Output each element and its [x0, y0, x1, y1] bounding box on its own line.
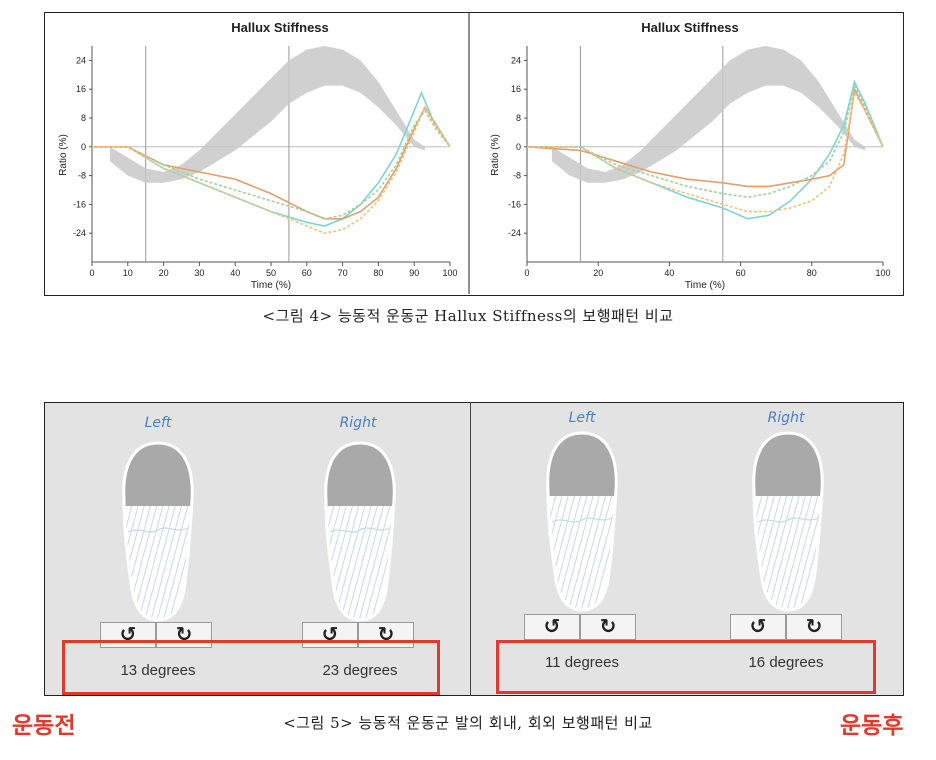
series-line-4: [527, 90, 884, 213]
x-tick-label: 100: [875, 268, 890, 278]
x-tick-label: 90: [409, 268, 419, 278]
panel1-left-label: Left: [144, 415, 172, 431]
figure4-caption: <그림 4> 능동적 운동군 Hallux Stiffness의 보행패턴 비교: [262, 307, 674, 325]
y-tick-label: -24: [73, 228, 86, 238]
x-tick-label: 20: [593, 268, 603, 278]
x-tick-label: 30: [194, 268, 204, 278]
series-line-3: [527, 83, 884, 199]
y-tick-label: -16: [73, 199, 86, 209]
y-tick-label: 0: [516, 142, 521, 152]
panel1-left-degrees: 13 degrees: [120, 662, 196, 679]
y-tick-label: -24: [508, 228, 521, 238]
panel2-left-foot: [542, 430, 622, 612]
y-tick-label: 24: [76, 55, 86, 65]
panel2-left-rotate-ccw-button[interactable]: ↺: [524, 614, 580, 640]
x-tick-label: 40: [664, 268, 674, 278]
after-exercise-label: 운동후: [840, 713, 904, 739]
y-tick-label: 16: [511, 84, 521, 94]
figure5-caption: <그림 5> 능동적 운동군 발의 회내, 회외 보행패턴 비교: [283, 714, 653, 732]
panel1-left-rotate-cw-button[interactable]: ↻: [156, 622, 212, 648]
x-axis-label: Time (%): [251, 280, 291, 291]
x-tick-label: 60: [736, 268, 746, 278]
chart-title: Hallux Stiffness: [231, 20, 329, 35]
x-tick-label: 60: [302, 268, 312, 278]
y-axis-label: Ratio (%): [58, 134, 69, 176]
y-tick-label: 24: [511, 55, 521, 65]
normal-range-band: [551, 46, 866, 183]
x-tick-label: 100: [442, 268, 457, 278]
x-axis-label: Time (%): [685, 280, 725, 291]
before-exercise-label: 운동전: [12, 713, 76, 739]
panel2-right-foot: [748, 430, 828, 612]
x-tick-label: 10: [123, 268, 133, 278]
y-tick-label: -16: [508, 199, 521, 209]
panel2-right-rotate-cw-button[interactable]: ↻: [786, 614, 842, 640]
x-tick-label: 20: [159, 268, 169, 278]
panel2-left-rotate-cw-button[interactable]: ↻: [580, 614, 636, 640]
y-tick-label: 16: [76, 84, 86, 94]
y-tick-label: -8: [78, 171, 86, 181]
panel2-right-rotate-ccw-button[interactable]: ↺: [730, 614, 786, 640]
y-tick-label: 8: [516, 113, 521, 123]
panel1-right-rotate-ccw-button[interactable]: ↺: [302, 622, 358, 648]
hallux-chart-after: Hallux Stiffness Ratio (%) Time (%) 0 20 40 60…: [468, 12, 891, 294]
x-tick-label: 0: [524, 268, 529, 278]
x-tick-label: 0: [89, 268, 94, 278]
figure5-divider: [470, 402, 471, 696]
panel1-right-degrees: 23 degrees: [322, 662, 398, 679]
y-axis-label: Ratio (%): [490, 134, 501, 176]
panel1-left-rotate-ccw-button[interactable]: ↺: [100, 622, 156, 648]
series-line-4: [92, 105, 451, 235]
x-tick-label: 70: [338, 268, 348, 278]
panel2-left-degrees: 11 degrees: [545, 654, 619, 671]
panel2-right-degrees: 16 degrees: [748, 654, 824, 671]
series-line-3: [92, 109, 451, 220]
x-tick-label: 50: [266, 268, 276, 278]
y-tick-label: -8: [513, 171, 521, 181]
panel1-highlight-box: [62, 640, 440, 695]
chart-title: Hallux Stiffness: [641, 20, 739, 35]
panel2-highlight-box: [496, 640, 876, 694]
x-tick-label: 80: [373, 268, 383, 278]
y-tick-label: 8: [81, 113, 86, 123]
panel2-right-label: Right: [767, 410, 805, 426]
panel1-right-foot: [320, 440, 400, 622]
y-tick-label: 0: [81, 142, 86, 152]
x-tick-label: 80: [807, 268, 817, 278]
panel1-right-label: Right: [339, 415, 377, 431]
panel1-right-rotate-cw-button[interactable]: ↻: [358, 622, 414, 648]
normal-range-band: [109, 46, 425, 183]
x-tick-label: 40: [230, 268, 240, 278]
panel2-left-label: Left: [568, 410, 596, 426]
hallux-chart-before: Hallux Stiffness Ratio (%) Time (%) 0 10 20 30…: [58, 20, 458, 291]
panel1-left-foot: [118, 440, 198, 622]
